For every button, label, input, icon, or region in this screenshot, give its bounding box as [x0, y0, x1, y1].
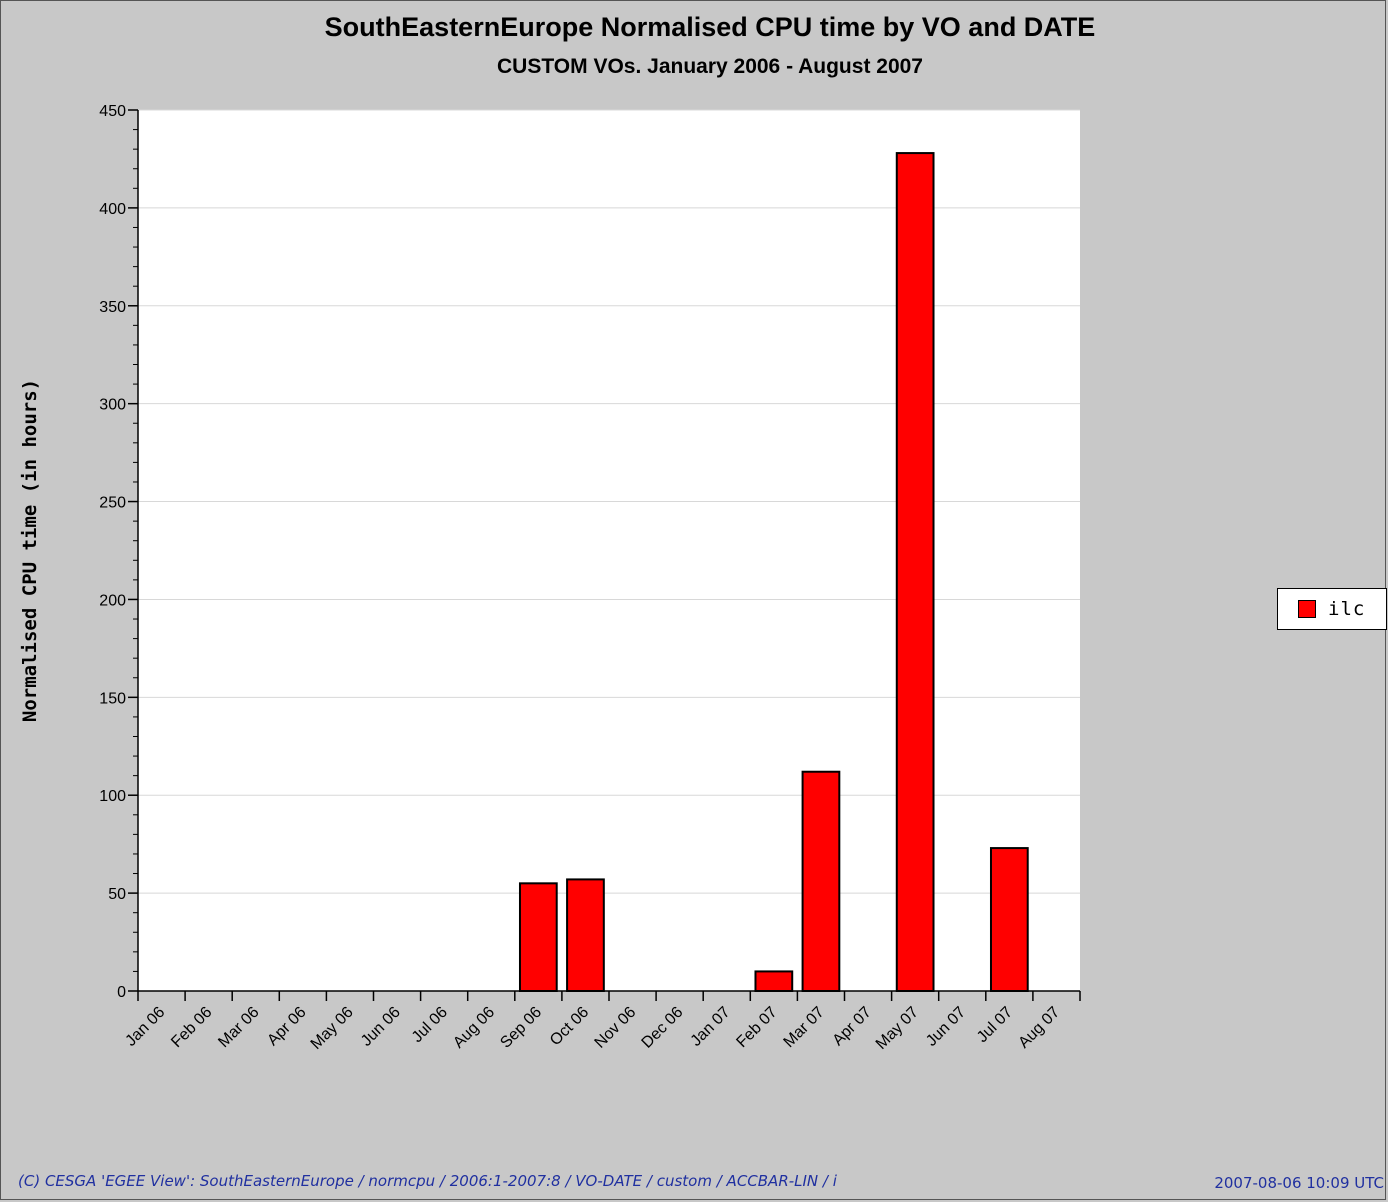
x-tick-label: Sep 06 — [497, 1004, 545, 1052]
footer-timestamp: 2007-08-06 10:09 UTC — [1214, 1174, 1384, 1192]
x-tick-label: Aug 06 — [450, 1004, 498, 1052]
x-tick-label: Mar 07 — [781, 1004, 828, 1051]
bar — [566, 878, 605, 993]
y-tick-label: 250 — [99, 495, 126, 512]
x-tick-label: Nov 06 — [592, 1004, 640, 1052]
y-tick-label: 300 — [99, 397, 126, 414]
legend: ilc — [1277, 588, 1387, 630]
y-axis-label: Normalised CPU time (in hours) — [19, 379, 41, 722]
x-tick-label: Jun 06 — [358, 1004, 404, 1050]
y-tick-label: 0 — [117, 984, 126, 1001]
y-tick-label: 450 — [99, 103, 126, 120]
x-tick-label: Feb 06 — [168, 1004, 215, 1051]
x-tick-label: Jul 07 — [974, 1004, 1016, 1046]
y-tick-label: 200 — [99, 592, 126, 609]
x-tick-label: Dec 06 — [639, 1004, 687, 1052]
x-tick-label: May 07 — [873, 1004, 922, 1053]
bar — [801, 770, 841, 992]
chart-subtitle: CUSTOM VOs. January 2006 - August 2007 — [497, 55, 923, 78]
chart-title: SouthEasternEurope Normalised CPU time b… — [324, 12, 1096, 42]
footer-credit: (C) CESGA 'EGEE View': SouthEasternEurop… — [18, 1172, 837, 1190]
x-tick-label: Jan 07 — [688, 1004, 734, 1050]
x-tick-label: Jul 06 — [409, 1004, 451, 1046]
y-tick-label: 400 — [99, 201, 126, 218]
y-tick-label: 50 — [108, 886, 126, 903]
bar — [895, 152, 935, 992]
bar — [989, 847, 1029, 992]
y-tick-label: 350 — [99, 299, 126, 316]
bar — [754, 970, 794, 993]
bar — [518, 882, 558, 992]
x-tick-label: Mar 06 — [215, 1004, 262, 1051]
y-tick-label: 100 — [99, 788, 126, 805]
x-tick-label: May 06 — [308, 1004, 357, 1053]
legend-label-ilc: ilc — [1328, 598, 1366, 620]
x-tick-label: Jun 07 — [923, 1004, 969, 1050]
y-tick-label: 150 — [99, 690, 126, 707]
x-tick-label: Aug 07 — [1015, 1004, 1063, 1052]
plot-area — [138, 110, 1080, 991]
x-tick-label: Apr 07 — [830, 1004, 875, 1049]
x-tick-label: Apr 06 — [264, 1004, 309, 1049]
x-tick-label: Jan 06 — [122, 1004, 168, 1050]
legend-swatch-ilc — [1298, 600, 1316, 618]
x-tick-label: Feb 07 — [733, 1004, 780, 1051]
x-tick-label: Oct 06 — [547, 1004, 592, 1049]
